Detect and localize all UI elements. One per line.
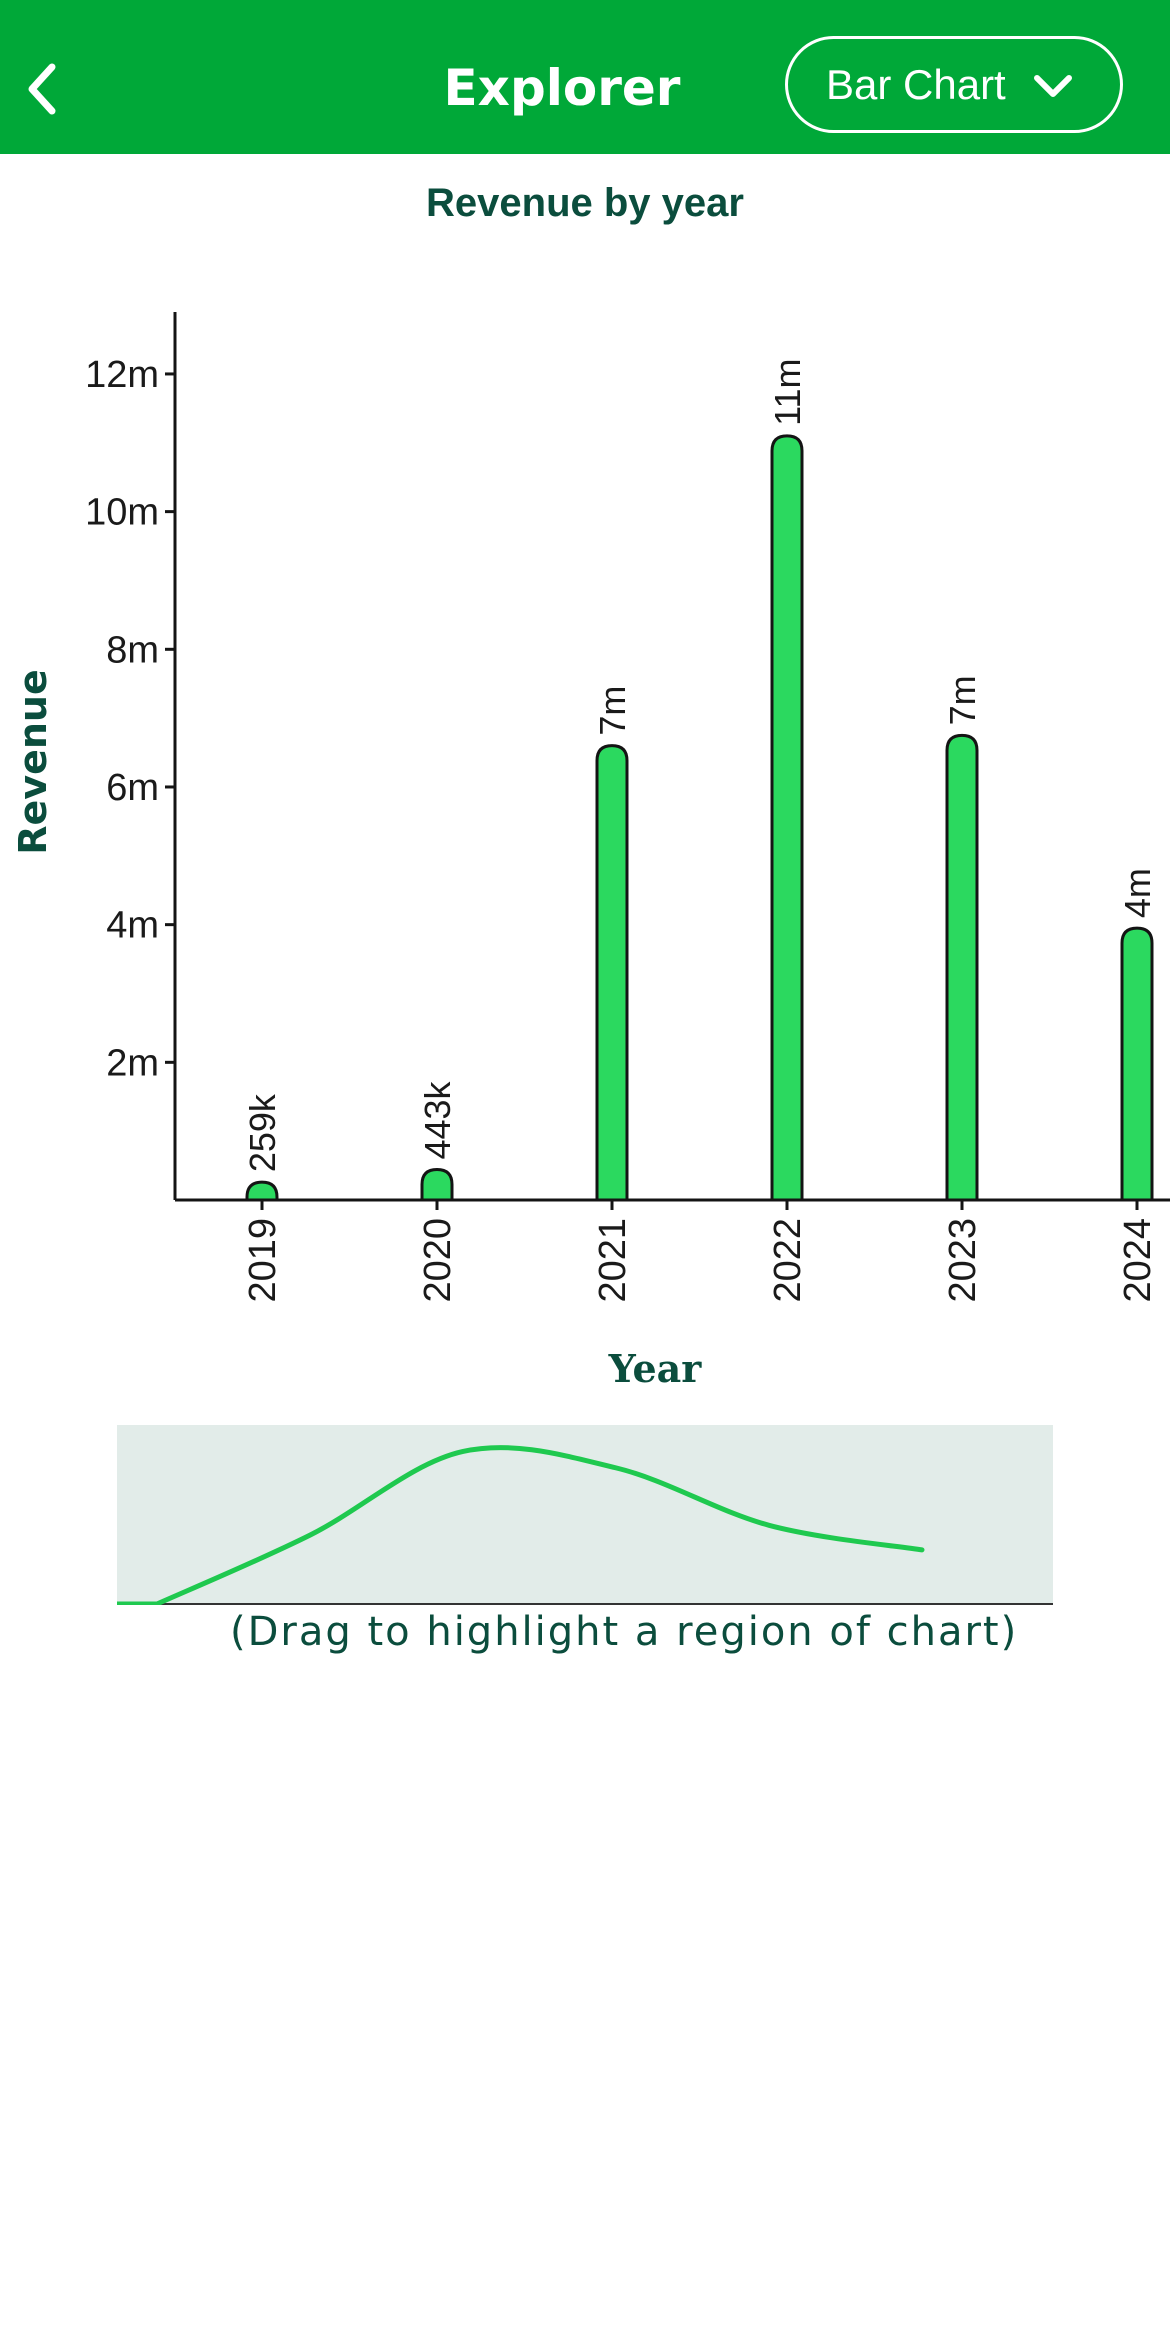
bar-2019 bbox=[245, 1180, 279, 1202]
brush-curve bbox=[114, 1445, 925, 1607]
brush-overview-chart bbox=[114, 1425, 1053, 1607]
data-label-2019: 259k bbox=[242, 1093, 283, 1172]
chart-title: Revenue by year bbox=[426, 181, 744, 225]
brush-overview[interactable] bbox=[114, 1425, 1053, 1607]
data-label-2021: 7m bbox=[592, 686, 633, 736]
y-tick-label-12m: 12m bbox=[85, 354, 159, 396]
x-tick-label-2023: 2023 bbox=[942, 1218, 984, 1303]
y-tick-label-4m: 4m bbox=[106, 905, 159, 947]
data-label-2020: 443k bbox=[417, 1080, 458, 1159]
brush-background bbox=[117, 1425, 1053, 1605]
chevron-left-icon bbox=[28, 63, 56, 115]
page-title: Explorer bbox=[443, 59, 681, 117]
bar-2020 bbox=[420, 1168, 454, 1202]
data-label-2024: 4m bbox=[1117, 868, 1158, 918]
chart-type-select[interactable]: Bar Chart bbox=[785, 36, 1123, 133]
x-tick-label-2022: 2022 bbox=[767, 1218, 809, 1303]
bar-2022 bbox=[770, 434, 804, 1202]
x-tick-label-2024: 2024 bbox=[1117, 1218, 1159, 1303]
chevron-down-icon bbox=[1034, 75, 1072, 97]
brush-hint: (Drag to highlight a region of chart) bbox=[230, 1609, 1019, 1655]
x-tick-label-2021: 2021 bbox=[592, 1218, 634, 1303]
bar-2023 bbox=[945, 733, 979, 1202]
x-tick-label-2019: 2019 bbox=[242, 1218, 284, 1303]
x-axis-title: Year bbox=[608, 1346, 703, 1391]
bar-chart: Revenue 259k 443k 7m 11m 7m 4m 2m 4m 6m 8m 10m 12m 20… bbox=[11, 312, 1170, 1391]
y-tick-label-6m: 6m bbox=[106, 767, 159, 809]
x-tick-label-2020: 2020 bbox=[417, 1218, 459, 1303]
bar-2021 bbox=[595, 744, 629, 1202]
y-axis-title: Revenue bbox=[11, 669, 55, 854]
bar-2024 bbox=[1120, 926, 1154, 1202]
y-tick-label-8m: 8m bbox=[106, 629, 159, 671]
y-tick-label-2m: 2m bbox=[106, 1042, 159, 1084]
app-header: Explorer Bar Chart bbox=[0, 0, 1170, 154]
back-button[interactable] bbox=[12, 44, 72, 134]
data-label-2023: 7m bbox=[942, 675, 983, 725]
y-tick-label-10m: 10m bbox=[85, 492, 159, 534]
chart-type-selected-value: Bar Chart bbox=[826, 60, 1006, 108]
data-label-2022: 11m bbox=[767, 359, 808, 426]
